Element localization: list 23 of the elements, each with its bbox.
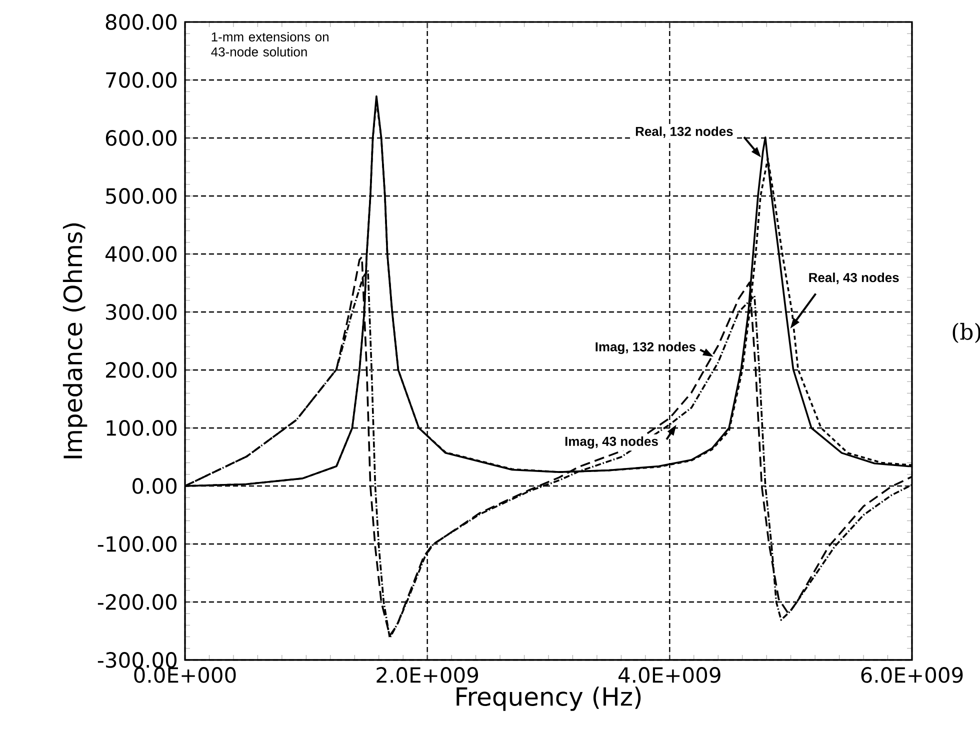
series-label: Real, 43 nodes [809, 272, 899, 284]
x-tick-label: 4.0E+009 [618, 667, 720, 683]
x-tick-label: 2.0E+009 [376, 667, 478, 683]
annotation: 1-mm extensions on 43-node solution [211, 32, 328, 57]
y-axis-title: Impedance (Ohms) [62, 223, 88, 458]
legend-label: Imag, 132 nodes [596, 342, 696, 354]
x-tick-label: 6.0E+009 [861, 667, 963, 683]
x-axis-title: Frequency (Hz) [456, 686, 641, 711]
text: Real, 132 nodes [636, 126, 733, 138]
y-tick-label: 700.00 [106, 72, 177, 88]
y-tick-label: 0.00 [132, 478, 177, 494]
y-tick-label: -300.00 [98, 652, 177, 668]
y-tick-label: 600.00 [106, 130, 177, 146]
y-tick-label: 100.00 [106, 420, 177, 436]
y-tick-label: 800.00 [106, 14, 177, 30]
y-tick-label: 500.00 [106, 188, 177, 204]
series-label: Imag, 43 nodes [565, 436, 658, 449]
y-tick-label: -100.00 [98, 536, 177, 552]
x-tick-label: 0.0E+000 [134, 667, 236, 683]
y-tick-label: -200.00 [98, 594, 177, 610]
y-tick-label: 300.00 [106, 304, 177, 320]
y-tick-label: 200.00 [106, 362, 177, 378]
y-tick-label: 400.00 [105, 246, 177, 262]
